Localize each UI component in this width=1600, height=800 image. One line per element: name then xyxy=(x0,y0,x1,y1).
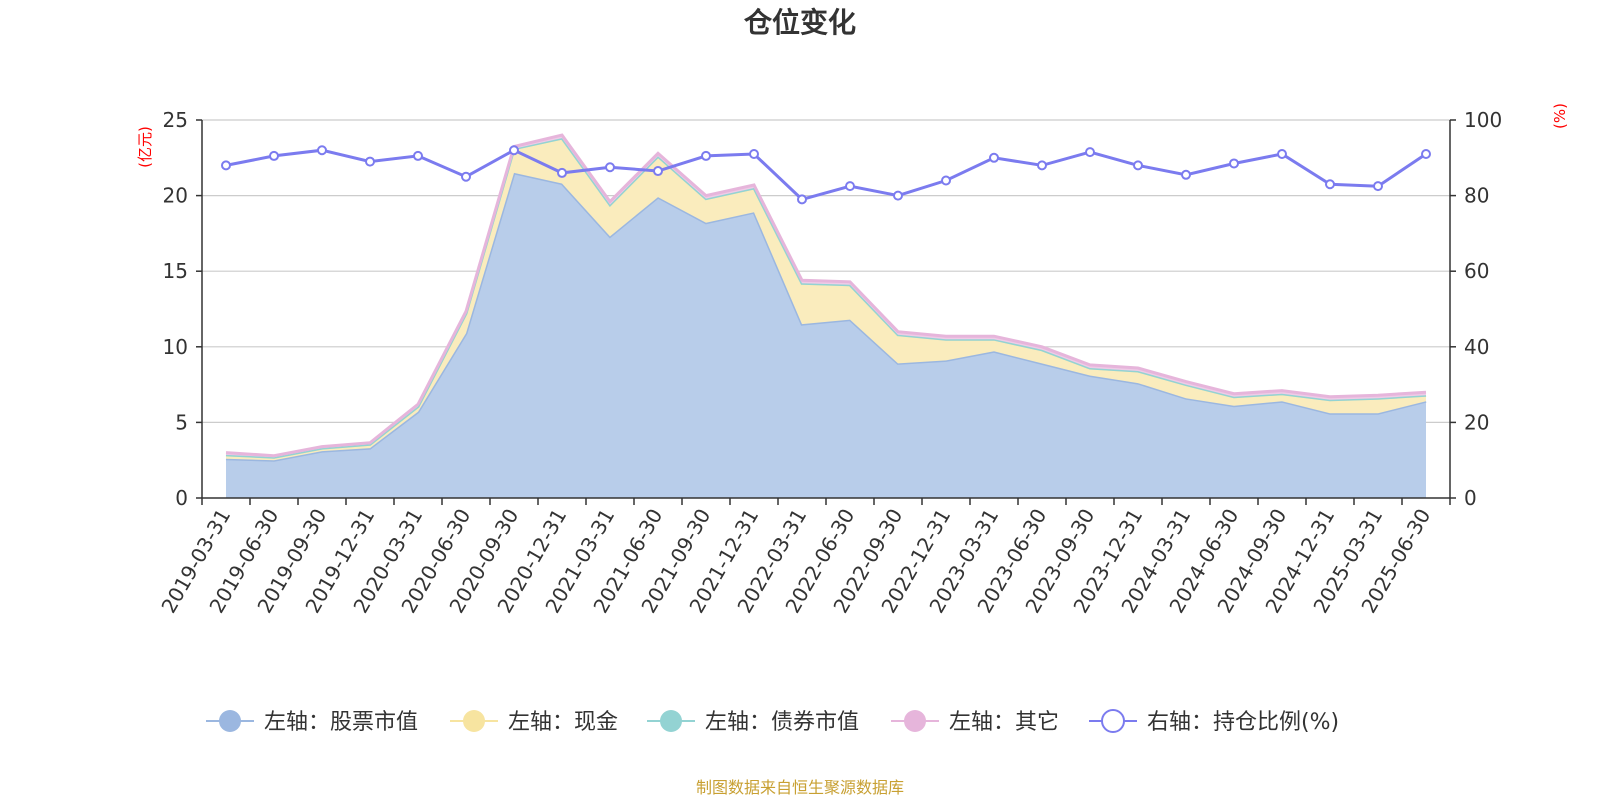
ratio-point xyxy=(605,162,615,173)
ratio-point xyxy=(1037,160,1047,171)
right-tick-label: 20 xyxy=(1464,410,1489,434)
data-source-note: 制图数据来自恒生聚源数据库 xyxy=(696,778,904,797)
ratio-point xyxy=(1325,179,1335,190)
ratio-point xyxy=(989,152,999,163)
chart-title: 仓位变化 xyxy=(744,6,856,39)
legend: 左轴：股票市值 左轴：现金 左轴：债券市值 左轴：其它 右轴：持仓比例(%) xyxy=(206,709,1339,735)
left-tick-label: 0 xyxy=(175,486,188,510)
ratio-point xyxy=(749,149,759,160)
ratio-point xyxy=(221,160,231,171)
right-tick-label: 80 xyxy=(1464,184,1489,208)
legend-label: 左轴：其它 xyxy=(949,710,1059,735)
ratio-point xyxy=(365,156,375,167)
ratio-point xyxy=(797,194,807,205)
ratio-line xyxy=(225,148,1427,202)
ratio-point xyxy=(461,171,471,182)
ratio-point xyxy=(845,181,855,192)
left-tick-label: 15 xyxy=(163,259,188,283)
legend-marker xyxy=(219,710,241,732)
right-tick-label: 40 xyxy=(1464,335,1489,359)
ratio-point xyxy=(1373,181,1383,192)
ratio-point xyxy=(1277,149,1287,160)
area-0 xyxy=(226,172,1426,498)
ratio-point xyxy=(557,167,567,178)
ratio-line-group xyxy=(221,145,1431,205)
ratio-point xyxy=(1229,158,1239,169)
right-axis-unit: (%) xyxy=(1551,103,1569,129)
legend-item: 右轴：持仓比例(%) xyxy=(1089,709,1339,735)
left-axis-unit: (亿元) xyxy=(136,126,154,168)
left-tick-label: 5 xyxy=(175,410,188,434)
legend-marker xyxy=(1101,709,1125,733)
ratio-point xyxy=(653,166,663,177)
ratio-point xyxy=(1133,160,1143,171)
legend-marker xyxy=(660,710,682,732)
ratio-point xyxy=(701,150,711,161)
ratio-point xyxy=(941,175,951,186)
left-tick-label: 10 xyxy=(163,335,188,359)
left-tick-label: 25 xyxy=(163,108,188,132)
ratio-point xyxy=(1085,147,1095,158)
legend-marker xyxy=(463,710,485,732)
area-series-group xyxy=(225,133,1427,498)
legend-item: 左轴：股票市值 xyxy=(206,710,418,735)
legend-item: 左轴：债券市值 xyxy=(647,710,859,735)
legend-label: 右轴：持仓比例(%) xyxy=(1147,710,1339,735)
ratio-point xyxy=(893,190,903,201)
right-tick-label: 0 xyxy=(1464,486,1477,510)
right-tick-label: 60 xyxy=(1464,259,1489,283)
ratio-point xyxy=(509,145,519,156)
legend-item: 左轴：现金 xyxy=(450,710,618,735)
area-1 xyxy=(226,138,1426,461)
legend-label: 左轴：债券市值 xyxy=(705,710,859,735)
right-tick-label: 100 xyxy=(1464,108,1502,132)
ratio-point xyxy=(1181,169,1191,180)
legend-label: 左轴：现金 xyxy=(508,710,618,735)
ratio-point xyxy=(413,150,423,161)
ratio-point xyxy=(317,145,327,156)
legend-marker xyxy=(904,710,926,732)
ratio-point xyxy=(269,150,279,161)
left-tick-label: 20 xyxy=(163,184,188,208)
legend-item: 左轴：其它 xyxy=(891,710,1059,735)
area-edge-3 xyxy=(225,133,1427,458)
ratio-point xyxy=(1421,149,1431,160)
legend-label: 左轴：股票市值 xyxy=(264,710,418,735)
